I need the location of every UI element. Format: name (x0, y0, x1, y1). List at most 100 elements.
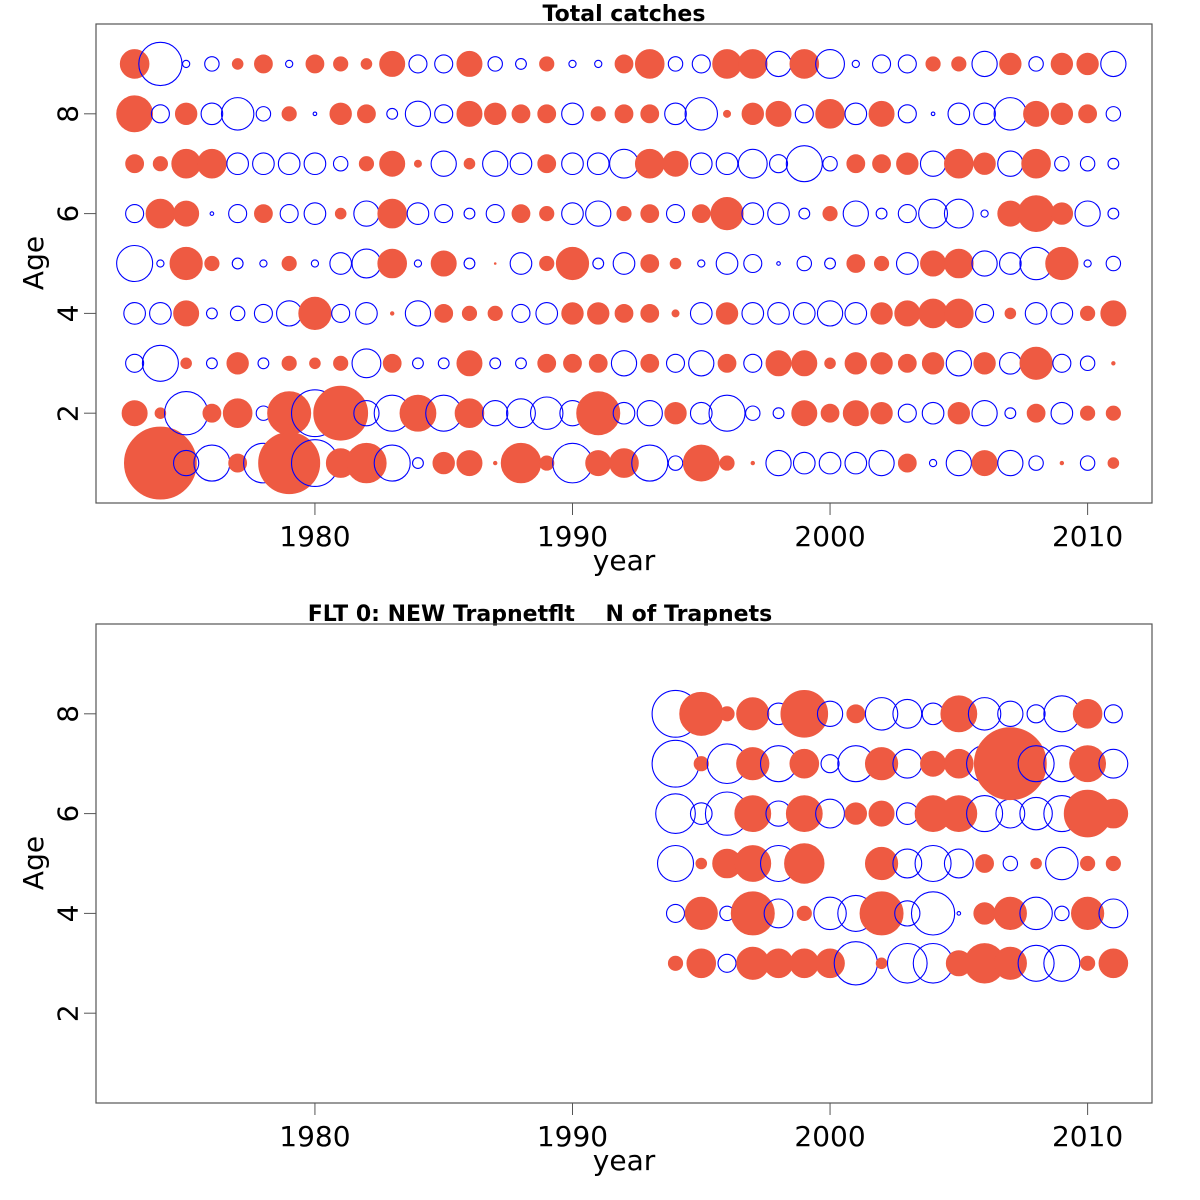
residual-bubble (609, 448, 639, 478)
residual-bubble (971, 250, 998, 277)
residual-bubble (945, 350, 972, 377)
residual-bubble (1080, 305, 1096, 321)
residual-bubble (971, 50, 998, 78)
residual-bubble (1076, 52, 1099, 76)
bubble-layer (651, 689, 1129, 986)
residual-bubble (655, 793, 696, 834)
residual-bubble (200, 102, 224, 126)
residual-bubble (1004, 307, 1017, 320)
residual-bubble (844, 451, 868, 475)
residual-bubble (973, 152, 996, 175)
x-tick-label: 2010 (1052, 1120, 1123, 1153)
residual-bubble (152, 156, 168, 172)
residual-bubble (896, 152, 919, 175)
residual-bubble (430, 250, 457, 277)
residual-bubble (875, 207, 888, 220)
residual-bubble (590, 106, 606, 122)
residual-bubble (966, 795, 1004, 833)
residual-bubble (389, 311, 395, 316)
residual-bubble (975, 854, 994, 873)
residual-bubble (815, 948, 845, 979)
residual-bubble (463, 257, 476, 270)
residual-bubble (798, 207, 811, 220)
x-tick-label: 1990 (537, 520, 608, 553)
residual-bubble (920, 250, 947, 277)
residual-bubble (331, 303, 351, 323)
residual-bubble (686, 948, 717, 979)
residual-bubble (844, 302, 868, 325)
residual-bubble (1050, 52, 1074, 76)
residual-bubble (737, 148, 768, 179)
residual-bubble (205, 307, 218, 320)
residual-bubble (868, 800, 895, 827)
residual-bubble (818, 451, 842, 475)
residual-bubble (351, 348, 382, 379)
residual-bubble (897, 353, 917, 373)
residual-bubble (656, 844, 695, 883)
residual-bubble (305, 54, 325, 74)
residual-bubble (944, 248, 974, 279)
residual-bubble (329, 252, 353, 275)
residual-bubble (918, 198, 949, 229)
residual-bubble (1028, 455, 1044, 471)
residual-bubble (780, 690, 829, 738)
residual-bubble (846, 254, 866, 273)
residual-bubble (973, 727, 1047, 801)
residual-bubble (947, 102, 971, 126)
residual-bubble (1043, 944, 1081, 982)
residual-bubble (792, 451, 816, 475)
residual-bubble (537, 353, 557, 373)
residual-bubble (1017, 944, 1055, 982)
residual-bubble (873, 255, 890, 272)
residual-bubble (1019, 796, 1053, 831)
residual-bubble (1079, 455, 1096, 471)
residual-bubble (695, 857, 708, 870)
residual-bubble (515, 57, 527, 70)
residual-bubble (1054, 155, 1070, 172)
residual-bubble (763, 898, 794, 929)
residual-bubble (820, 403, 840, 423)
residual-bubble (824, 357, 836, 370)
residual-bubble (956, 911, 962, 916)
residual-bubble (1069, 745, 1107, 783)
plot-frame (95, 23, 1153, 504)
residual-bubble (614, 104, 634, 124)
residual-bubble (815, 798, 845, 829)
residual-bubble (254, 204, 273, 224)
residual-bubble (634, 49, 665, 79)
residual-bubble (1080, 955, 1096, 971)
residual-bubble (640, 303, 660, 323)
x-tick-label: 2000 (794, 520, 865, 553)
residual-bubble (997, 449, 1024, 477)
residual-bubble (173, 300, 200, 327)
residual-bubble (662, 150, 689, 177)
residual-bubble (399, 394, 437, 432)
residual-bubble (353, 200, 380, 227)
residual-bubble (868, 100, 895, 127)
residual-bubble (1017, 195, 1055, 233)
residual-bubble (220, 97, 255, 131)
residual-bubble (1026, 704, 1046, 724)
residual-bubble (789, 49, 820, 79)
residual-bubble (377, 198, 407, 229)
residual-bubble (870, 352, 893, 375)
residual-bubble (868, 449, 895, 477)
residual-bubble (461, 305, 478, 321)
residual-bubble (999, 52, 1022, 76)
residual-bubble (665, 903, 686, 923)
residual-bubble (776, 261, 781, 266)
chart-title: Total catches (543, 2, 706, 27)
residual-bubble (585, 450, 612, 477)
residual-bubble (174, 102, 198, 126)
residual-bubble (763, 948, 794, 979)
residual-bubble (894, 900, 921, 927)
residual-bubble (173, 200, 200, 227)
residual-bubble (717, 353, 737, 373)
residual-bubble (741, 302, 765, 325)
residual-bubble (537, 154, 557, 174)
residual-bubble (258, 432, 321, 495)
residual-bubble (1071, 896, 1105, 930)
residual-bubble (281, 106, 297, 122)
